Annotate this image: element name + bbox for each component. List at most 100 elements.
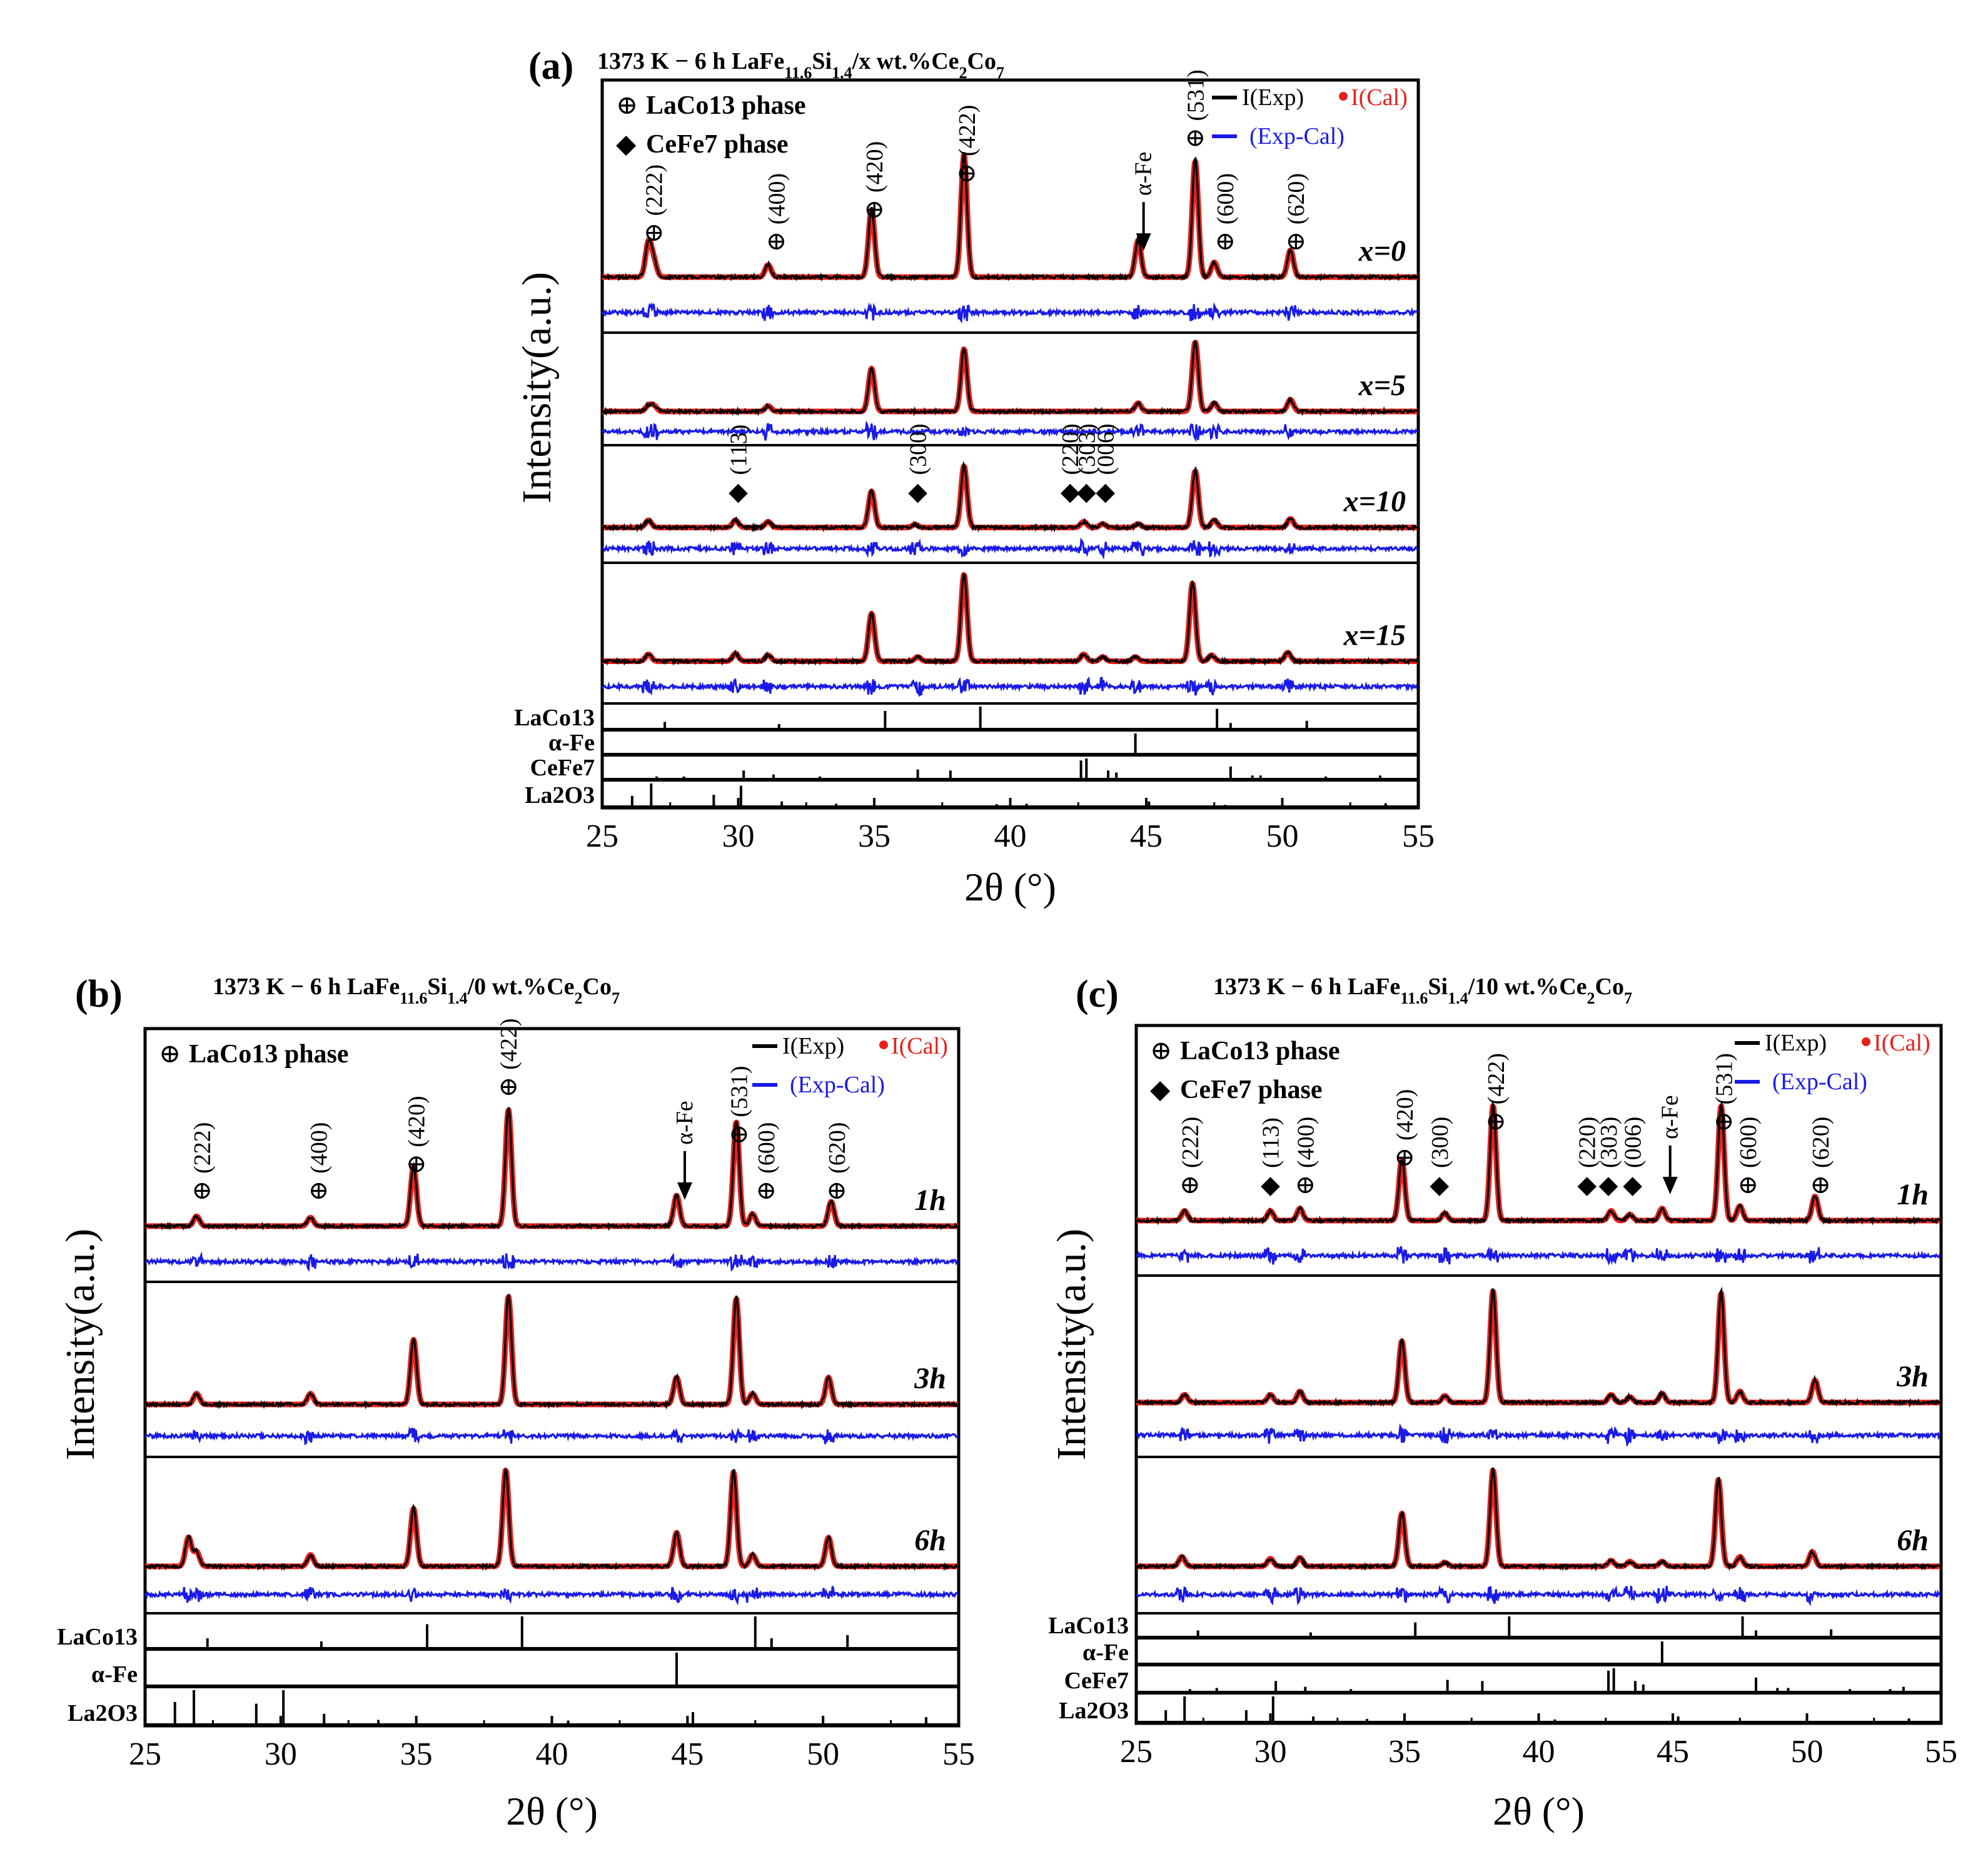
ref-phase-name: LaCo13: [57, 1624, 138, 1650]
series-cal-line: [143, 1468, 960, 1569]
peak-label: (300): [1427, 1117, 1453, 1168]
phase-key-name: LaCo13 phase: [1180, 1037, 1340, 1066]
panel-c: (c) 1373 K − 6 h LaFe11.6Si1.4/10 wt.%Ce2…: [1048, 973, 1957, 1833]
series-cal-line: [600, 463, 1420, 531]
alpha-fe-arrowhead: [677, 1182, 692, 1200]
peak-label: (400): [1293, 1117, 1319, 1168]
series-cal-line: [143, 1294, 960, 1408]
legend-exp-label: I(Exp): [1765, 1030, 1827, 1056]
series-exp-line: [1135, 1286, 1941, 1408]
peak-label: (220): [1575, 1117, 1601, 1168]
legend-cal-label: I(Cal): [1874, 1030, 1930, 1056]
title-part: Si: [1428, 974, 1448, 1000]
lacoi3-marker: ⊕: [1285, 227, 1306, 255]
lacoi3-marker: ⊕: [1810, 1171, 1831, 1199]
phase-key-symbol: ⊕: [159, 1040, 181, 1069]
legend-diff-label: (Exp-Cal): [1249, 123, 1345, 149]
ref-phase-name: La2O3: [525, 782, 595, 809]
x-tick-label: 50: [1266, 819, 1299, 854]
phase-key-name: CeFe7 phase: [1180, 1076, 1322, 1104]
panel-title: 1373 K − 6 h LaFe11.6Si1.4/10 wt.%Ce2Co7: [1213, 974, 1632, 1007]
y-axis-label: Intensity(a.u.): [1049, 1229, 1094, 1460]
series-diff-line: [602, 420, 1418, 443]
series-label: 1h: [1897, 1178, 1929, 1211]
peak-label: (422): [1483, 1053, 1510, 1104]
title-part: /0 wt.%Ce: [467, 974, 575, 1000]
peak-label: (303): [1074, 423, 1100, 475]
cefe7-marker: ◆: [1599, 1171, 1618, 1199]
title-part: Si: [812, 48, 832, 74]
phase-key-name: LaCo13 phase: [189, 1040, 349, 1069]
peak-label: (600): [1213, 173, 1239, 224]
lacoi3-marker: ⊕: [755, 1176, 777, 1204]
x-tick-label: 55: [1925, 1734, 1957, 1770]
series-diff-line: [144, 1586, 958, 1606]
series-exp-line: [144, 1293, 959, 1410]
title-part: 1373 K − 6 h LaFe: [213, 974, 400, 1000]
panel-title: 1373 K − 6 h LaFe11.6Si1.4/x wt.%Ce2Co7: [597, 48, 1004, 82]
lacoi3-marker: ⊕: [1713, 1107, 1735, 1135]
lacoi3-marker: ⊕: [1295, 1171, 1316, 1199]
title-part: 1373 K − 6 h LaFe: [1213, 974, 1400, 1000]
peak-label: (222): [642, 164, 668, 216]
peak-label: (222): [1178, 1117, 1204, 1168]
legend-cal-swatch: [1862, 1037, 1870, 1046]
cefe7-marker: ◆: [729, 478, 748, 506]
y-axis-label: Intensity(a.u.): [514, 272, 560, 503]
series-label: 3h: [914, 1362, 946, 1395]
title-part: 7: [996, 64, 1004, 82]
peak-label: (113): [1258, 1117, 1284, 1168]
peak-label: (620): [1283, 173, 1309, 224]
ref-phase-name: α-Fe: [91, 1661, 138, 1688]
lacoi3-marker: ⊕: [498, 1072, 519, 1101]
y-axis-label: Intensity(a.u.): [58, 1229, 103, 1460]
ref-phase-name: α-Fe: [1082, 1640, 1129, 1666]
title-part: Co: [1595, 974, 1624, 1000]
panel-label: (c): [1076, 973, 1119, 1015]
peak-label: (300): [906, 423, 932, 475]
panel-title: 1373 K − 6 h LaFe11.6Si1.4/0 wt.%Ce2Co7: [213, 974, 620, 1007]
phase-key-name: LaCo13 phase: [646, 91, 806, 120]
series-label: 6h: [1897, 1524, 1929, 1557]
lacoi3-marker: ⊕: [308, 1176, 330, 1204]
series-exp-line: [1136, 1100, 1941, 1226]
peak-label: (220): [1057, 423, 1084, 475]
cefe7-marker: ◆: [1061, 478, 1080, 506]
series-cal-line: [1134, 1468, 1942, 1569]
alpha-fe-arrowhead: [1662, 1177, 1678, 1194]
cefe7-marker: ◆: [1096, 478, 1115, 506]
series-exp-line: [144, 1107, 959, 1232]
x-tick-label: 25: [1120, 1734, 1153, 1770]
peak-label: (600): [754, 1122, 780, 1174]
title-part: /10 wt.%Ce: [1468, 974, 1587, 1000]
title-part: 2: [575, 989, 583, 1007]
lacoi3-marker: ⊕: [826, 1176, 847, 1204]
title-part: Co: [967, 48, 996, 74]
ref-phase-name: LaCo13: [1048, 1613, 1129, 1639]
x-axis-label: 2θ (°): [1493, 1789, 1585, 1833]
peak-label: (006): [1620, 1117, 1647, 1168]
series-exp-line: [601, 460, 1418, 533]
title-part: Co: [583, 974, 612, 1000]
x-axis-label: 2θ (°): [506, 1789, 598, 1833]
lacoi3-marker: ⊕: [1185, 124, 1206, 152]
x-tick-label: 45: [1657, 1734, 1689, 1770]
lacoi3-marker: ⊕: [643, 218, 665, 246]
lacoi3-marker: ⊕: [766, 227, 787, 255]
legend-cal-label: I(Cal): [1351, 84, 1408, 111]
title-part: Si: [427, 974, 447, 1000]
title-part: 11.6: [1400, 989, 1428, 1007]
panel-label: (b): [75, 973, 123, 1015]
ref-phase-name: CeFe7: [1064, 1668, 1129, 1694]
series-label: x=15: [1343, 619, 1406, 652]
alpha-fe-arrowhead: [1136, 233, 1151, 251]
lacoi3-marker: ⊕: [729, 1120, 750, 1148]
cefe7-marker: ◆: [1623, 1171, 1642, 1199]
x-tick-label: 30: [1254, 1734, 1287, 1770]
peak-label: (620): [824, 1122, 850, 1174]
series-label: 1h: [914, 1184, 946, 1217]
legend-cal-label: I(Cal): [891, 1033, 948, 1059]
peak-label: (400): [306, 1122, 333, 1174]
phase-key-symbol: ◆: [616, 130, 637, 159]
lacoi3-marker: ⊕: [191, 1176, 213, 1204]
